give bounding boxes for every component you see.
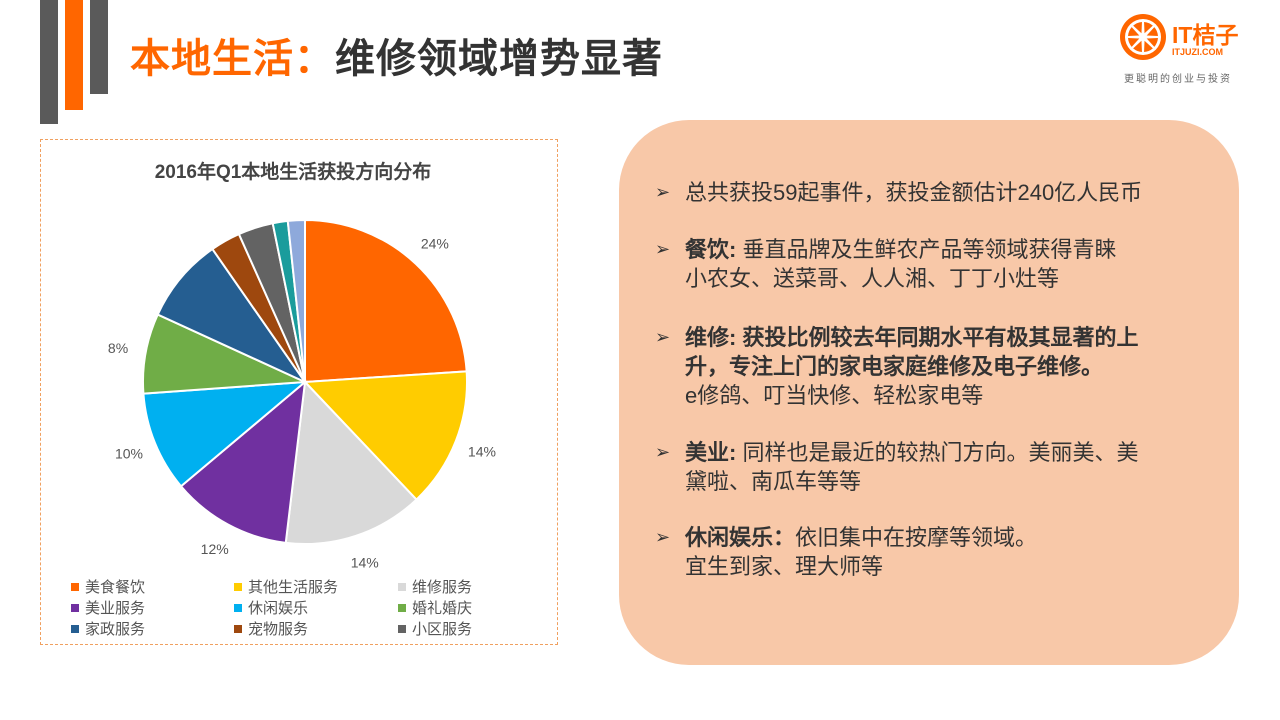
arrow-bullet-icon: ➢ [655, 527, 671, 547]
brand-logo: IT桔子 ITJUZI.COM 更聪明的创业与投资 [1118, 12, 1258, 87]
legend-swatch [398, 582, 406, 591]
bullet-line: 美业: 同样也是最近的较热门方向。美丽美、美 [685, 440, 1139, 465]
legend-item: 其他生活服务 [234, 576, 338, 597]
pie-slice [302, 370, 468, 501]
info-bullet: ➢ 美业: 同样也是最近的较热门方向。美丽美、美 黛啦、南瓜车等等 [655, 438, 1195, 496]
decor-bar-accent [65, 0, 83, 110]
bullet-line: 休闲娱乐：依旧集中在按摩等领域。 [685, 525, 1038, 550]
bullet-line: 升，专注上门的家电家庭维修及电子维修。 [685, 354, 1104, 379]
logo-slogan: 更聪明的创业与投资 [1124, 74, 1232, 85]
chart-title: 2016年Q1本地生活获投方向分布 [155, 160, 432, 183]
legend-swatch [71, 624, 79, 633]
legend-swatch [71, 603, 79, 612]
bullet-line: 宜生到家、理大师等 [685, 554, 884, 579]
arrow-bullet-icon: ➢ [655, 442, 671, 462]
pie-data-label: 8% [108, 340, 128, 356]
pie-chart: 2016年Q1本地生活获投方向分布 24% 14% 14% 12% 10% 8% [108, 160, 496, 570]
info-bullet: ➢ 休闲娱乐：依旧集中在按摩等领域。 宜生到家、理大师等 [655, 523, 1195, 581]
legend-swatch [398, 603, 406, 612]
legend-swatch [234, 603, 242, 612]
legend-label: 其他生活服务 [248, 579, 339, 596]
page-title-highlight: 本地生活： [130, 37, 335, 81]
bullet-label: 餐饮: [685, 237, 743, 262]
decor-bar-right [90, 0, 108, 94]
pie-data-label: 14% [351, 554, 379, 570]
legend-item: 宠物服务 [234, 618, 308, 639]
bullet-line: e修鸽、叮当快修、轻松家电等 [685, 383, 984, 408]
legend-swatch [234, 624, 242, 633]
legend-item: 维修服务 [398, 576, 472, 597]
bullet-line: 总共获投59起事件，获投金额估计240亿人民币 [685, 180, 1143, 205]
legend-item: 休闲娱乐 [234, 597, 308, 618]
pie-slice [156, 247, 308, 385]
pie-data-label: 12% [201, 541, 229, 557]
logo-domain: ITJUZI.COM [1172, 47, 1223, 57]
info-bullet: ➢ 餐饮: 垂直品牌及生鲜农产品等领域获得青睐 小农女、送菜哥、人人湘、丁丁小灶等 [655, 235, 1195, 293]
legend-swatch [234, 582, 242, 591]
pie-data-label: 24% [421, 235, 449, 251]
legend-label: 小区服务 [412, 621, 473, 638]
legend-item: 美食餐饮 [71, 576, 145, 597]
legend-item: 美业服务 [71, 597, 145, 618]
pie-chart-panel: 2016年Q1本地生活获投方向分布 24% 14% 14% 12% 10% 8% 美食餐饮… [40, 139, 558, 645]
legend-label: 宠物服务 [248, 621, 309, 638]
legend-swatch [71, 582, 79, 591]
pie-data-label: 14% [468, 443, 496, 459]
legend-label: 维修服务 [412, 579, 473, 596]
bullet-line: 餐饮: 垂直品牌及生鲜农产品等领域获得青睐 [685, 237, 1117, 262]
arrow-bullet-icon: ➢ [655, 239, 671, 259]
pie-slice [142, 380, 309, 488]
pie-data-label: 10% [115, 445, 143, 461]
legend-item: 家政服务 [71, 618, 145, 639]
legend-label: 美食餐饮 [85, 579, 146, 596]
pie-slice [286, 218, 306, 383]
legend-label: 婚礼婚庆 [412, 600, 473, 617]
pie-slice [284, 379, 418, 545]
legend-swatch [398, 624, 406, 633]
info-panel: ➢ 总共获投59起事件，获投金额估计240亿人民币 ➢ 餐饮: 垂直品牌及生鲜农产品等… [619, 120, 1239, 665]
info-bullet: ➢ 总共获投59起事件，获投金额估计240亿人民币 [655, 178, 1195, 207]
page-title-rest: 维修领域增势显著 [335, 37, 663, 81]
arrow-bullet-icon: ➢ [655, 182, 671, 202]
bullet-line: 小农女、送菜哥、人人湘、丁丁小灶等 [685, 266, 1060, 291]
arrow-bullet-icon: ➢ [655, 327, 671, 347]
legend-label: 休闲娱乐 [248, 600, 309, 617]
legend-label: 家政服务 [85, 621, 146, 638]
pie-slice [304, 218, 468, 384]
pie-slice [179, 379, 307, 544]
orange-slice-icon [1120, 14, 1166, 60]
logo-text: IT桔子 [1172, 22, 1239, 48]
bullet-label: 休闲娱乐： [685, 525, 796, 550]
bullet-line: 黛啦、南瓜车等等 [685, 469, 862, 494]
bullet-label: 美业: [685, 440, 743, 465]
page-title: 本地生活：维修领域增势显著 [130, 26, 663, 84]
legend-label: 美业服务 [85, 600, 146, 617]
legend-item: 婚礼婚庆 [398, 597, 472, 618]
info-bullet: ➢ 维修: 获投比例较去年同期水平有极其显著的上 升，专注上门的家电家庭维修及电子维… [655, 323, 1195, 410]
bullet-label: 维修: [685, 325, 743, 350]
decor-bar-left [40, 0, 58, 124]
bullet-line: 维修: 获投比例较去年同期水平有极其显著的上 [685, 325, 1139, 350]
legend-item: 小区服务 [398, 618, 472, 639]
